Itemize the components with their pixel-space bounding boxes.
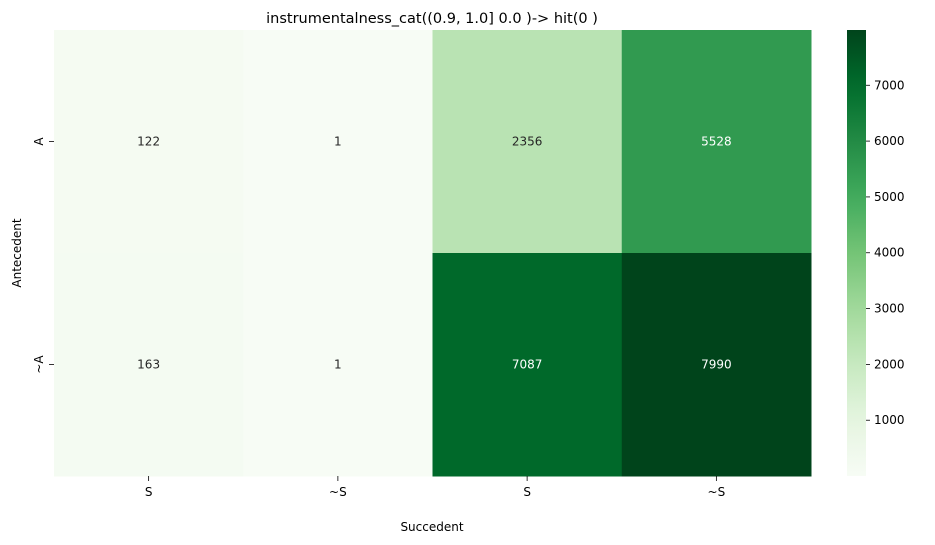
colorbar-tick-label: 2000: [874, 357, 905, 371]
heatmap-cell: [54, 30, 244, 254]
cell-value-label: 122: [137, 135, 160, 149]
x-tick-label: ~S: [708, 485, 726, 499]
heatmap-cell: [54, 253, 244, 477]
cell-value-label: 7990: [701, 358, 732, 372]
y-tick-label: A: [32, 137, 46, 146]
heatmap-cells: 122 1 2356 5528 163 1 7087 7990: [54, 30, 812, 477]
cell-value-label: 163: [137, 358, 160, 372]
y-tick-label: ~A: [32, 355, 46, 374]
x-tick-label: S: [145, 485, 153, 499]
cell-value-label: 5528: [701, 135, 732, 149]
cell-value-label: 1: [334, 358, 342, 372]
cell-value-label: 1: [334, 135, 342, 149]
chart-title: instrumentalness_cat((0.9, 1.0] 0.0 )-> …: [266, 11, 598, 27]
x-axis: S ~S S ~S: [145, 476, 725, 499]
colorbar-ticks: 1000 2000 3000 4000 5000 6000 7000: [866, 78, 905, 427]
cell-value-label: 2356: [512, 135, 543, 149]
x-tick-label: S: [523, 485, 531, 499]
colorbar: [847, 30, 866, 476]
heatmap-cell: [621, 253, 812, 477]
colorbar-tick-label: 4000: [874, 246, 905, 260]
heatmap-cell: [243, 253, 433, 477]
cell-value-label: 7087: [512, 358, 543, 372]
colorbar-tick-label: 6000: [874, 134, 905, 148]
heatmap-cell: [432, 30, 623, 254]
y-axis-label: Antecedent: [10, 218, 24, 287]
heatmap-cell: [621, 30, 812, 254]
colorbar-tick-label: 7000: [874, 78, 905, 92]
colorbar-tick-label: 5000: [874, 190, 905, 204]
heatmap-cell: [432, 253, 623, 477]
x-axis-label: Succedent: [400, 520, 463, 534]
colorbar-tick-label: 1000: [874, 413, 905, 427]
colorbar-tick-label: 3000: [874, 302, 905, 316]
x-tick-label: ~S: [329, 485, 347, 499]
heatmap-cell: [243, 30, 433, 254]
y-axis: A ~A: [32, 137, 54, 374]
